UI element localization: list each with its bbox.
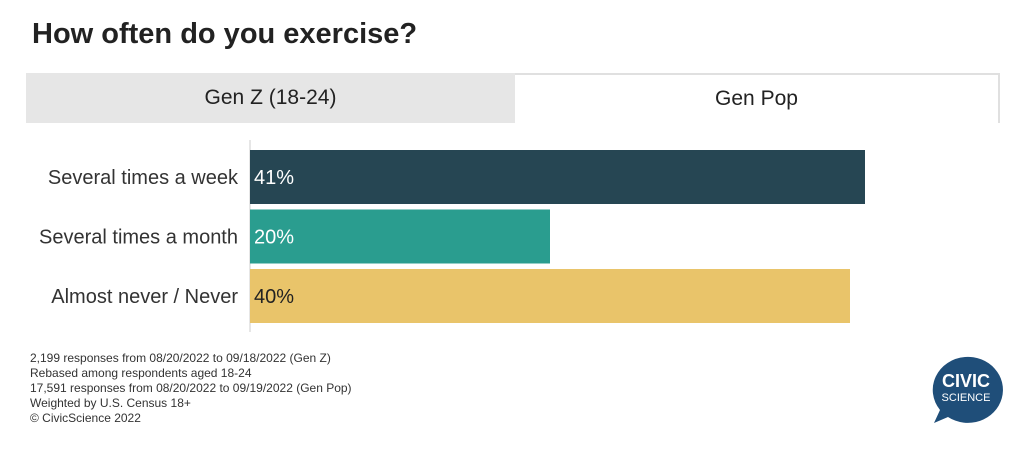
data-label: 20% [254,227,294,249]
logo-text-science: SCIENCE [942,392,991,404]
bar [250,150,865,204]
category-label: Several times a week [48,167,239,189]
logo-speech-bubble [932,356,1003,423]
footnote-line: Rebased among respondents aged 18-24 [30,366,252,380]
footnote-line: 17,591 responses from 08/20/2022 to 09/1… [30,381,352,395]
civicscience-logo: CIVIC SCIENCE [932,356,1003,423]
logo-text-civic: CIVIC [942,371,990,391]
bar [250,269,850,323]
footnotes: 2,199 responses from 08/20/2022 to 09/18… [30,351,352,426]
segment-tabs: Gen Z (18-24) Gen Pop [26,73,1000,123]
data-label: 41% [254,167,294,189]
tab-gen-pop[interactable]: Gen Pop [515,73,1000,123]
data-label: 40% [254,286,294,308]
footnote-line: © CivicScience 2022 [30,411,141,425]
footnote-line: 2,199 responses from 08/20/2022 to 09/18… [30,351,331,365]
bar [250,209,550,264]
category-label: Several times a month [39,227,238,249]
bar-chart: Several times a week 41% Several times a m… [39,140,865,332]
chart-title: How often do you exercise? [32,18,418,50]
tab-gen-z[interactable]: Gen Z (18-24) [26,73,515,123]
category-label: Almost never / Never [51,286,238,308]
footnote-line: Weighted by U.S. Census 18+ [30,396,191,410]
